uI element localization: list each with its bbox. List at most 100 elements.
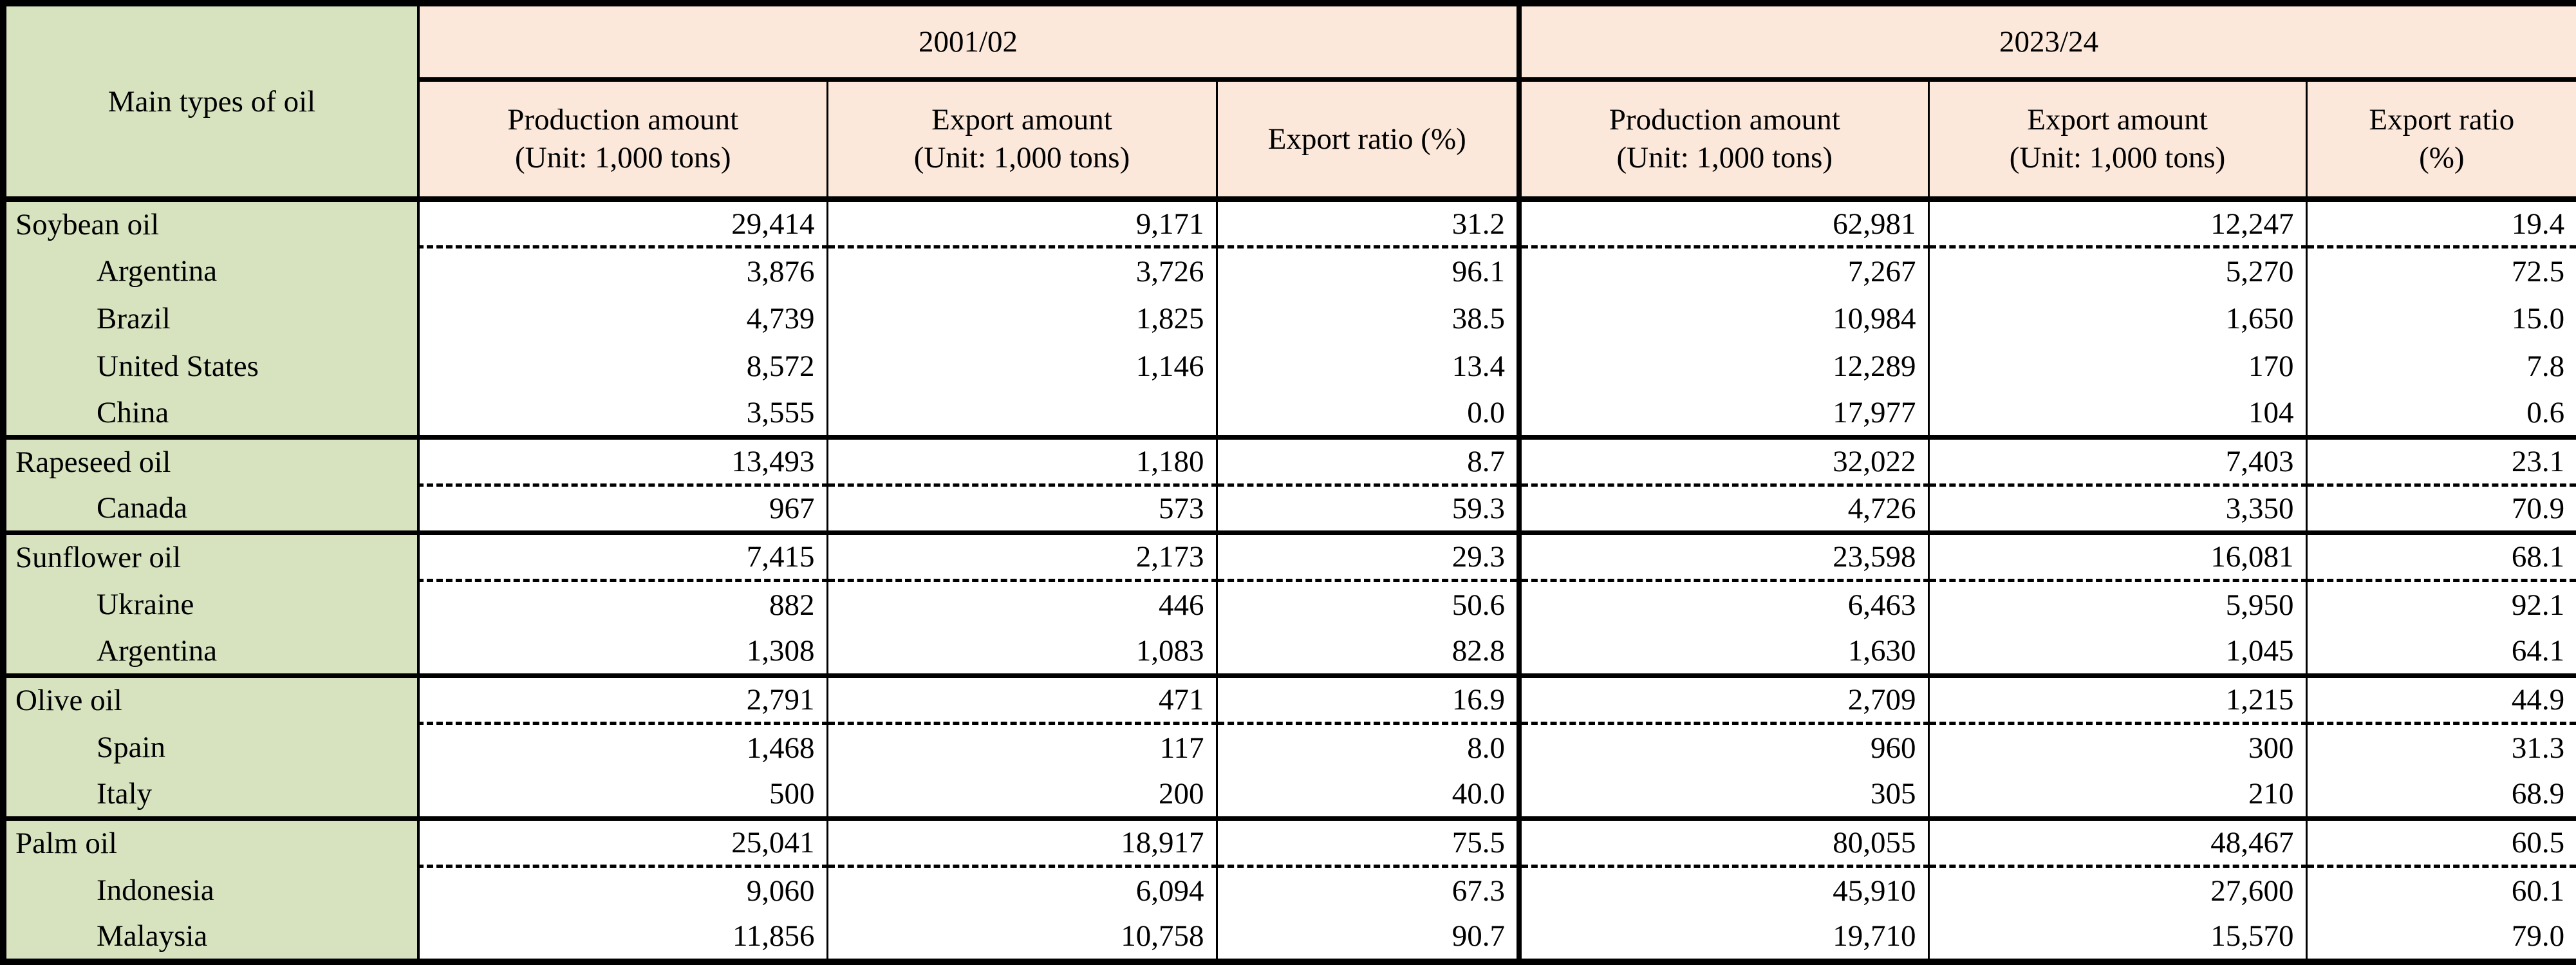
value-cell: 32,022 <box>1517 435 1929 487</box>
value-cell: 0.0 <box>1215 389 1520 438</box>
value-cell: 17,977 <box>1517 389 1929 438</box>
country-row: United States 8,572 1,146 13.4 12,289 170 7.8 <box>3 342 2576 390</box>
value-cell: 6,463 <box>1517 580 1929 628</box>
value-cell: 31.3 <box>2305 723 2576 771</box>
country-row: China 3,555 0.0 17,977 104 0.6 <box>3 389 2576 438</box>
value-cell: 300 <box>1927 723 2307 771</box>
value-cell: 68.1 <box>2305 530 2576 582</box>
col-header-export-2023: Export amount (Unit: 1,000 tons) <box>1927 79 2307 202</box>
value-cell: 210 <box>1927 771 2307 819</box>
country-row: Spain 1,468 117 8.0 960 300 31.3 <box>3 723 2576 771</box>
value-cell: 82.8 <box>1215 628 1520 676</box>
oil-group-row: Soybean oil 29,414 9,171 31.2 62,981 12,247 19… <box>3 197 2576 248</box>
value-cell: 59.3 <box>1215 485 1520 533</box>
value-cell: 31.2 <box>1215 197 1520 248</box>
value-cell: 117 <box>826 723 1217 771</box>
value-cell: 104 <box>1927 389 2307 438</box>
col-header-production-2001: Production amount (Unit: 1,000 tons) <box>417 79 827 202</box>
value-cell: 23.1 <box>2305 435 2576 487</box>
value-cell: 45,910 <box>1517 866 1929 914</box>
value-cell: 92.1 <box>2305 580 2576 628</box>
value-cell: 500 <box>417 771 827 819</box>
value-cell: 2,173 <box>826 530 1217 582</box>
value-cell: 29.3 <box>1215 530 1520 582</box>
value-cell: 967 <box>417 485 827 533</box>
value-cell: 80,055 <box>1517 816 1929 868</box>
value-cell: 2,791 <box>417 673 827 725</box>
country-row: Ukraine 882 446 50.6 6,463 5,950 92.1 <box>3 580 2576 628</box>
period-header-row: Main types of oil 2001/02 2023/24 <box>3 3 2576 202</box>
value-cell: 7.8 <box>2305 342 2576 390</box>
value-cell: 70.9 <box>2305 485 2576 533</box>
value-cell: 62,981 <box>1517 197 1929 248</box>
value-cell: 60.5 <box>2305 816 2576 868</box>
value-cell: 4,739 <box>417 294 827 342</box>
value-cell: 1,308 <box>417 628 827 676</box>
value-cell: 446 <box>826 580 1217 628</box>
value-cell: 48,467 <box>1927 816 2307 868</box>
value-cell: 7,267 <box>1517 247 1929 295</box>
value-cell: 27,600 <box>1927 866 2307 914</box>
value-cell: 16.9 <box>1215 673 1520 725</box>
period-header-2001-02: 2001/02 <box>416 3 1520 82</box>
value-cell: 2,709 <box>1517 673 1929 725</box>
row-label: Ukraine <box>3 580 418 628</box>
oil-group-row: Rapeseed oil 13,493 1,180 8.7 32,022 7,403 23.… <box>3 435 2576 487</box>
value-cell: 96.1 <box>1215 247 1520 295</box>
value-cell: 44.9 <box>2305 673 2576 725</box>
table-body: Soybean oil 29,414 9,171 31.2 62,981 12,247 19… <box>3 197 2576 962</box>
value-cell: 15,570 <box>1927 913 2307 962</box>
col-header-production-2023: Production amount (Unit: 1,000 tons) <box>1517 79 1929 202</box>
oil-group-row: Olive oil 2,791 471 16.9 2,709 1,215 44.9 <box>3 673 2576 725</box>
value-cell: 40.0 <box>1215 771 1520 819</box>
value-cell: 1,146 <box>826 342 1217 390</box>
row-label: Brazil <box>3 294 418 342</box>
value-cell: 3,555 <box>417 389 827 438</box>
value-cell: 9,171 <box>826 197 1217 248</box>
value-cell: 10,984 <box>1517 294 1929 342</box>
value-cell: 60.1 <box>2305 866 2576 914</box>
table-header: Main types of oil 2001/02 2023/24 Produc… <box>3 3 2576 202</box>
value-cell: 19,710 <box>1517 913 1929 962</box>
sub-header-row: Production amount (Unit: 1,000 tons) Exp… <box>3 79 2576 202</box>
country-row: Brazil 4,739 1,825 38.5 10,984 1,650 15.0 <box>3 294 2576 342</box>
row-label: Italy <box>3 771 418 819</box>
value-cell: 50.6 <box>1215 580 1520 628</box>
value-cell: 1,630 <box>1517 628 1929 676</box>
value-cell: 13,493 <box>417 435 827 487</box>
value-cell: 1,468 <box>417 723 827 771</box>
value-cell: 68.9 <box>2305 771 2576 819</box>
value-cell: 25,041 <box>417 816 827 868</box>
country-row: Italy 500 200 40.0 305 210 68.9 <box>3 771 2576 819</box>
value-cell: 11,856 <box>417 913 827 962</box>
value-cell: 471 <box>826 673 1217 725</box>
value-cell: 29,414 <box>417 197 827 248</box>
corner-header-main-types-of-oil: Main types of oil <box>3 3 418 202</box>
value-cell: 1,215 <box>1927 673 2307 725</box>
value-cell: 18,917 <box>826 816 1217 868</box>
country-row: Canada 967 573 59.3 4,726 3,350 70.9 <box>3 485 2576 533</box>
row-label: Argentina <box>3 247 418 295</box>
country-row: Malaysia 11,856 10,758 90.7 19,710 15,570 79.0 <box>3 913 2576 962</box>
oil-group-row: Sunflower oil 7,415 2,173 29.3 23,598 16,081 6… <box>3 530 2576 582</box>
row-label: Olive oil <box>3 673 418 724</box>
col-header-export-2001: Export amount (Unit: 1,000 tons) <box>826 79 1217 202</box>
value-cell: 1,180 <box>826 435 1217 487</box>
country-row: Indonesia 9,060 6,094 67.3 45,910 27,600 60.1 <box>3 866 2576 914</box>
value-cell: 64.1 <box>2305 628 2576 676</box>
value-cell: 38.5 <box>1215 294 1520 342</box>
value-cell: 1,045 <box>1927 628 2307 676</box>
row-label: China <box>3 389 418 438</box>
value-cell: 4,726 <box>1517 485 1929 533</box>
value-cell: 15.0 <box>2305 294 2576 342</box>
value-cell: 8,572 <box>417 342 827 390</box>
value-cell: 3,726 <box>826 247 1217 295</box>
value-cell: 1,825 <box>826 294 1217 342</box>
value-cell: 72.5 <box>2305 247 2576 295</box>
value-cell: 19.4 <box>2305 197 2576 248</box>
value-cell: 79.0 <box>2305 913 2576 962</box>
value-cell: 67.3 <box>1215 866 1520 914</box>
row-label: United States <box>3 342 418 390</box>
value-cell: 12,289 <box>1517 342 1929 390</box>
